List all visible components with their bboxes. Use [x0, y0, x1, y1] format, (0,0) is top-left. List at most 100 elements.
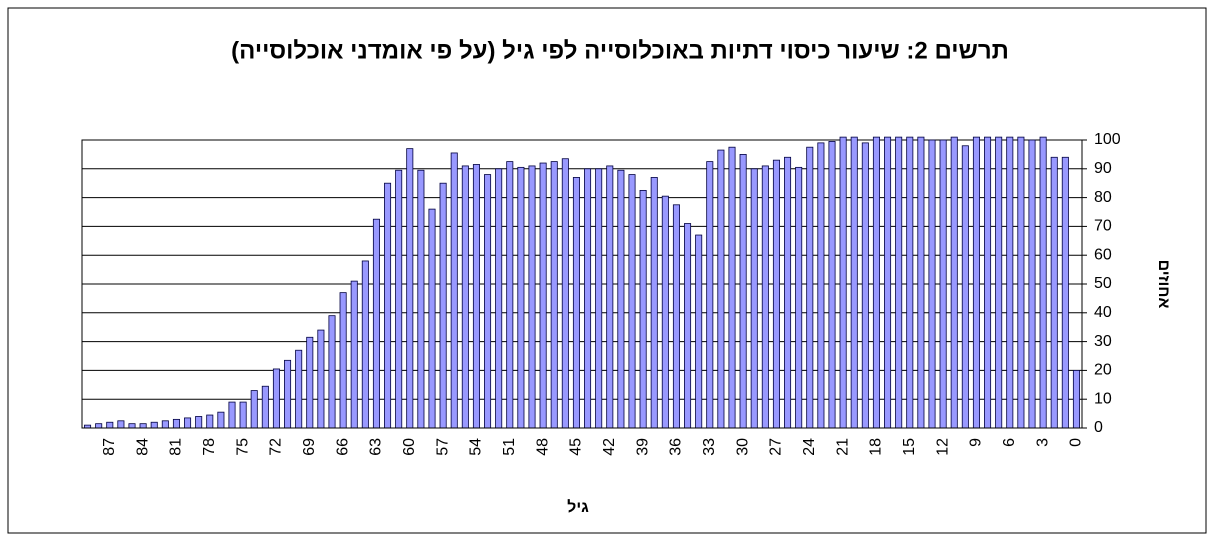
bar: [117, 420, 125, 429]
bar: [617, 169, 625, 429]
bar: [706, 161, 714, 429]
bar: [672, 204, 680, 429]
bar: [272, 368, 280, 429]
x-tick-label: 9: [968, 438, 985, 447]
x-tick-label: 39: [634, 438, 651, 456]
chart-title: תרשים 2: שיעור כיסוי דתיות באוכלוסייה לפ…: [231, 37, 1009, 64]
bar: [728, 146, 736, 429]
bar: [984, 136, 992, 429]
x-tick-label: 72: [268, 438, 285, 456]
bar: [250, 390, 258, 429]
bar: [306, 336, 314, 429]
x-tick-label: 66: [334, 438, 351, 456]
y-tick-label: 10: [1094, 390, 1112, 407]
bar: [239, 401, 247, 429]
bar: [439, 182, 447, 429]
bar: [772, 159, 780, 429]
bar: [539, 162, 547, 429]
x-tick-label: 15: [901, 438, 918, 456]
x-tick-label: 57: [434, 438, 451, 456]
bar: [295, 349, 303, 429]
bar: [517, 166, 525, 429]
x-tick-label: 69: [301, 438, 318, 456]
bar: [628, 174, 636, 429]
bar: [872, 136, 880, 429]
bar: [784, 156, 792, 429]
bar: [217, 411, 225, 429]
y-tick-label: 20: [1094, 362, 1112, 379]
x-tick-label: 18: [868, 438, 885, 456]
y-tick-label: 70: [1094, 218, 1112, 235]
bar: [995, 136, 1003, 429]
bar: [606, 165, 614, 429]
x-tick-label: 84: [134, 438, 151, 456]
y-tick-label: 60: [1094, 246, 1112, 263]
x-tick-label: 33: [701, 438, 718, 456]
x-tick-label: 78: [201, 438, 218, 456]
bar: [884, 136, 892, 429]
bar: [950, 136, 958, 429]
x-tick-label: 42: [601, 438, 618, 456]
bar: [472, 164, 480, 429]
bar: [195, 416, 203, 429]
bar: [895, 136, 903, 429]
bar: [795, 166, 803, 429]
bar: [506, 161, 514, 429]
bar: [361, 260, 369, 429]
bar: [572, 177, 580, 429]
x-tick-label: 24: [801, 438, 818, 456]
x-tick-label: 48: [534, 438, 551, 456]
bar: [184, 417, 192, 429]
bar: [1006, 136, 1014, 429]
bar: [1017, 136, 1025, 429]
bar: [450, 152, 458, 429]
x-tick-label: 6: [1001, 438, 1018, 447]
y-tick-label: 40: [1094, 304, 1112, 321]
bar: [161, 420, 169, 429]
bar: [817, 142, 825, 429]
bar: [384, 182, 392, 429]
bar: [684, 223, 692, 429]
bar: [206, 414, 214, 429]
x-tick-label: 60: [401, 438, 418, 456]
x-axis-title: גיל: [567, 498, 589, 516]
bar: [595, 168, 603, 429]
bar: [350, 280, 358, 429]
bar: [750, 168, 758, 429]
bar: [761, 165, 769, 429]
bar: [828, 141, 836, 429]
x-tick-label: 81: [168, 438, 185, 456]
bar: [461, 165, 469, 429]
bar: [928, 139, 936, 429]
bar: [95, 423, 103, 429]
bar: [484, 174, 492, 429]
y-tick-label: 0: [1094, 419, 1103, 436]
bar: [850, 136, 858, 429]
bar: [172, 418, 180, 429]
x-tick-label: 87: [101, 438, 118, 456]
x-tick-label: 63: [368, 438, 385, 456]
bar: [1039, 136, 1047, 429]
bar: [428, 208, 436, 429]
y-tick-label: 50: [1094, 275, 1112, 292]
x-tick-label: 75: [234, 438, 251, 456]
bar: [228, 401, 236, 429]
y-tick-label: 80: [1094, 189, 1112, 206]
bar: [906, 136, 914, 429]
y-tick-label: 100: [1094, 131, 1121, 148]
bar: [739, 153, 747, 429]
y-tick-label: 30: [1094, 333, 1112, 350]
bar: [261, 385, 269, 429]
bar: [839, 136, 847, 429]
bar: [1028, 139, 1036, 429]
bar: [339, 292, 347, 429]
bar: [150, 421, 158, 429]
bar: [561, 158, 569, 429]
bar: [395, 169, 403, 429]
bar: [939, 139, 947, 429]
bar: [639, 189, 647, 429]
bar: [1072, 369, 1080, 429]
x-tick-label: 45: [568, 438, 585, 456]
y-axis-title: אחוזים: [1155, 260, 1172, 309]
